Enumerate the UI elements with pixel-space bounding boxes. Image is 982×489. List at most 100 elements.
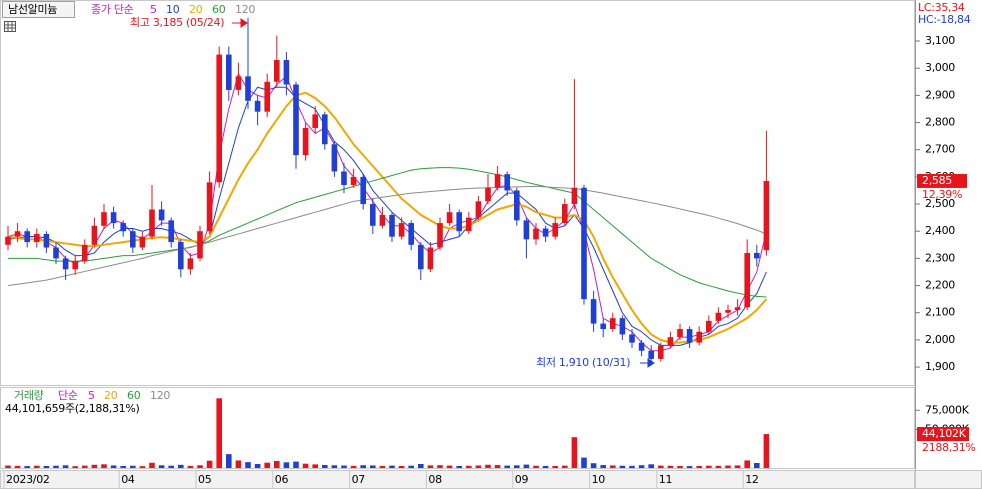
change-label: 12,39% (922, 188, 962, 201)
volume-bar (302, 463, 309, 468)
legend-entry: 60 (212, 3, 226, 16)
candle-body (91, 225, 98, 245)
candle-body (485, 187, 491, 202)
volume-bar (110, 465, 117, 468)
volume-bar (446, 465, 453, 468)
candle-body (187, 258, 194, 270)
volume-bar (600, 465, 606, 468)
volume-bar (178, 464, 184, 468)
stock-name[interactable]: 남선알미늄 (8, 2, 58, 16)
candle-body (619, 318, 626, 335)
x-tick-label: 2023/02 (6, 473, 50, 486)
x-tick-label: 10 (592, 473, 606, 486)
candle-body (379, 214, 386, 226)
candle-body (696, 331, 702, 343)
volume-bar (677, 465, 683, 468)
candle-body (139, 236, 146, 248)
date-axis (0, 470, 915, 489)
volume-bar (418, 463, 424, 468)
volume-bar (34, 465, 40, 468)
candle-body (446, 212, 453, 224)
candle-body (341, 171, 347, 186)
candle-body (331, 144, 338, 172)
volume-bar (72, 466, 78, 468)
y-tick-label: 2,300 (925, 251, 955, 264)
volume-bar (504, 465, 510, 468)
candle-body (542, 228, 549, 237)
y-tick-label: 2,100 (925, 306, 955, 319)
candle-body (312, 114, 318, 128)
candle-body (706, 320, 712, 332)
legend-entry: 10 (166, 3, 180, 16)
last-volume-tag (917, 427, 969, 442)
volume-bar (62, 465, 69, 468)
candle-body (408, 223, 414, 245)
moving-average (8, 167, 767, 298)
volume-bar (235, 460, 242, 468)
candle-body (302, 127, 309, 156)
legend-entry: 20 (104, 389, 118, 402)
candle-body (274, 60, 280, 82)
candle-body (149, 209, 155, 237)
volume-bar (456, 465, 462, 468)
grid-icon[interactable] (4, 21, 16, 32)
volume-bar (360, 465, 366, 468)
volume-bar (610, 465, 616, 468)
candle-body (254, 100, 261, 112)
candle-body (504, 174, 510, 191)
volume-bar (686, 466, 693, 468)
volume-bar (754, 462, 760, 468)
candle-body (398, 223, 405, 237)
candle-body (581, 187, 587, 300)
volume-bar (629, 465, 635, 468)
volume-bar (706, 465, 712, 468)
volume-change-label: 2188,31% (922, 441, 976, 454)
volume-bar (82, 465, 88, 468)
volume-bar (389, 465, 395, 468)
candle-body (734, 307, 741, 311)
high-annotation: 최고 3,185 (05/24) (130, 16, 224, 29)
y-tick-label: 3,100 (925, 34, 955, 47)
volume-bar (379, 465, 386, 468)
y-tick-label: 1,900 (925, 360, 955, 373)
moving-average (7, 86, 767, 346)
volume-bar (43, 465, 50, 468)
candle-body (648, 350, 654, 359)
low-annotation: 최저 1,910 (10/31) (536, 356, 630, 369)
volume-bar (139, 466, 146, 468)
volume-bar (158, 465, 165, 468)
candle-body (235, 76, 242, 90)
volume-bar (341, 465, 347, 468)
volume-bar (101, 464, 107, 468)
volume-bar (370, 465, 376, 468)
candle-body (571, 187, 578, 205)
volume-bar (312, 464, 318, 468)
candle-body (389, 214, 395, 237)
legend-label: 종가 단순 (91, 3, 134, 16)
volume-panel (0, 387, 915, 469)
candle-body (437, 223, 443, 248)
stock-name-box[interactable] (2, 1, 75, 18)
volume-bar (571, 437, 578, 468)
candle-body (264, 81, 270, 112)
x-tick-label: 11 (659, 473, 672, 486)
volume-bar (619, 465, 626, 468)
volume-bar (437, 465, 443, 468)
y-tick-label: 2,000 (925, 333, 955, 346)
volume-bar (552, 465, 558, 468)
volume-bar (254, 463, 261, 468)
volume-bar (514, 465, 520, 468)
volume-bar (533, 465, 539, 468)
candle-body (590, 299, 597, 324)
candle-body (600, 323, 606, 330)
y-tick-label: 2,400 (925, 224, 955, 237)
volume-bar (206, 460, 213, 468)
y-tick-label: 2,800 (925, 116, 955, 129)
legend-entry: 120 (150, 389, 170, 402)
x-tick-label: 08 (428, 473, 442, 486)
last-price-tag (917, 173, 967, 188)
candle-body (24, 231, 30, 243)
volume-bar (590, 463, 597, 468)
candle-body (418, 244, 424, 270)
legend-entry: 60 (127, 389, 141, 402)
